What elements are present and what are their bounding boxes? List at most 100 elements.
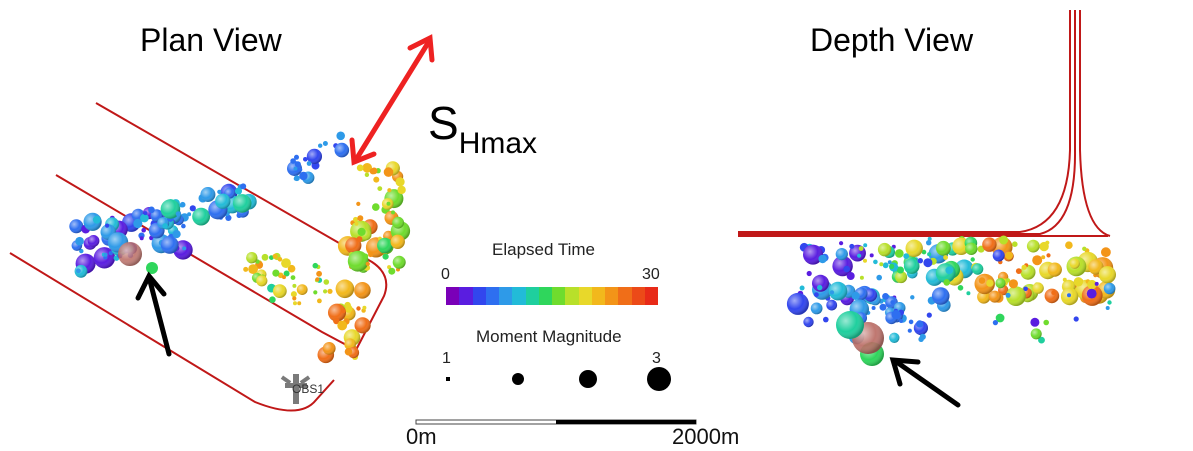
event-marker	[966, 291, 971, 296]
event-marker	[1062, 277, 1067, 282]
shmax-label: SHmax	[428, 96, 537, 161]
event-marker	[179, 201, 186, 208]
magnitude-size-legend	[446, 367, 671, 391]
magnitude-marker-1	[446, 377, 450, 381]
event-marker	[814, 292, 819, 298]
event-marker-shade	[803, 316, 814, 328]
event-marker-shade	[931, 287, 950, 305]
event-marker	[1105, 306, 1110, 310]
event-marker	[148, 206, 155, 214]
event-marker	[926, 312, 932, 318]
event-marker	[189, 205, 196, 212]
event-marker	[248, 264, 258, 274]
depth-pointer-arrow	[889, 357, 961, 408]
event-marker	[292, 296, 297, 301]
event-marker	[243, 266, 249, 272]
event-marker	[1008, 279, 1019, 289]
elapsed-time-min: 0	[441, 266, 450, 283]
moment-magnitude-title: Moment Magnitude	[476, 327, 622, 346]
event-marker-shade	[995, 278, 1006, 289]
event-marker-shade	[306, 148, 322, 164]
event-marker-shade	[215, 193, 231, 209]
event-marker	[391, 210, 395, 215]
event-marker-shade	[192, 207, 211, 226]
event-marker-shade	[835, 248, 848, 261]
scale-start-label: 0m	[406, 424, 437, 449]
event-marker	[945, 266, 954, 275]
elapsed-time-colorbar	[446, 287, 658, 305]
event-marker	[395, 177, 405, 187]
colorbar-swatch	[578, 287, 592, 305]
event-marker	[927, 252, 932, 257]
event-marker	[859, 275, 864, 280]
event-marker	[1094, 281, 1099, 286]
event-marker	[1073, 316, 1079, 322]
event-marker	[1005, 292, 1011, 298]
event-marker	[187, 212, 192, 217]
colorbar-swatch	[499, 287, 513, 305]
event-marker	[235, 187, 242, 195]
event-marker	[916, 320, 924, 328]
event-marker	[1073, 277, 1084, 287]
event-marker	[225, 214, 232, 221]
event-marker	[882, 262, 889, 269]
event-marker	[283, 270, 290, 277]
event-marker	[290, 291, 297, 298]
magnitude-marker-2-5	[579, 370, 597, 388]
event-marker	[299, 171, 308, 181]
event-marker	[882, 293, 889, 300]
event-marker	[323, 279, 330, 285]
event-marker	[323, 289, 328, 294]
event-marker	[313, 290, 318, 295]
wellbore-lateral-middle	[55, 174, 353, 349]
event-marker-shade	[160, 199, 181, 219]
colorbar-swatch	[644, 287, 658, 305]
event-marker	[1021, 264, 1027, 270]
event-marker	[372, 203, 380, 211]
event-marker	[919, 333, 926, 340]
event-marker-shade	[377, 237, 393, 254]
event-marker	[887, 260, 892, 265]
event-marker	[76, 268, 81, 274]
event-marker	[172, 230, 181, 239]
event-marker	[103, 252, 108, 257]
event-marker-shade	[936, 240, 951, 256]
event-marker	[879, 303, 887, 311]
colorbar-swatch	[512, 287, 526, 305]
event-marker	[336, 131, 346, 141]
event-marker	[1086, 288, 1097, 299]
event-marker	[799, 285, 805, 291]
event-marker	[846, 272, 855, 280]
event-marker	[895, 249, 904, 258]
event-marker	[354, 221, 359, 226]
event-marker	[362, 305, 367, 310]
event-marker-shade	[328, 303, 346, 322]
event-marker-shade	[826, 299, 838, 311]
event-marker	[290, 275, 296, 280]
event-marker	[1067, 293, 1071, 298]
event-marker	[333, 317, 340, 325]
event-marker	[907, 328, 912, 333]
event-marker	[344, 304, 353, 313]
event-marker	[294, 161, 301, 168]
event-marker	[108, 251, 113, 256]
event-marker	[75, 236, 84, 246]
colorbar-swatch	[472, 287, 486, 305]
event-marker	[889, 263, 895, 269]
event-marker	[363, 253, 369, 259]
event-marker	[386, 201, 391, 206]
event-marker-shade	[1006, 286, 1026, 306]
event-marker	[1000, 237, 1007, 244]
event-marker-shade	[1103, 282, 1116, 295]
event-marker	[303, 157, 308, 162]
event-marker-shade	[246, 252, 258, 264]
event-marker-shade	[905, 239, 923, 257]
event-marker	[298, 167, 303, 172]
event-marker	[388, 267, 396, 275]
event-marker	[1030, 317, 1040, 327]
event-marker-shade	[334, 142, 350, 158]
event-marker-shade	[1044, 288, 1060, 304]
event-marker	[105, 223, 110, 228]
event-marker	[903, 253, 910, 259]
event-marker	[240, 183, 247, 190]
